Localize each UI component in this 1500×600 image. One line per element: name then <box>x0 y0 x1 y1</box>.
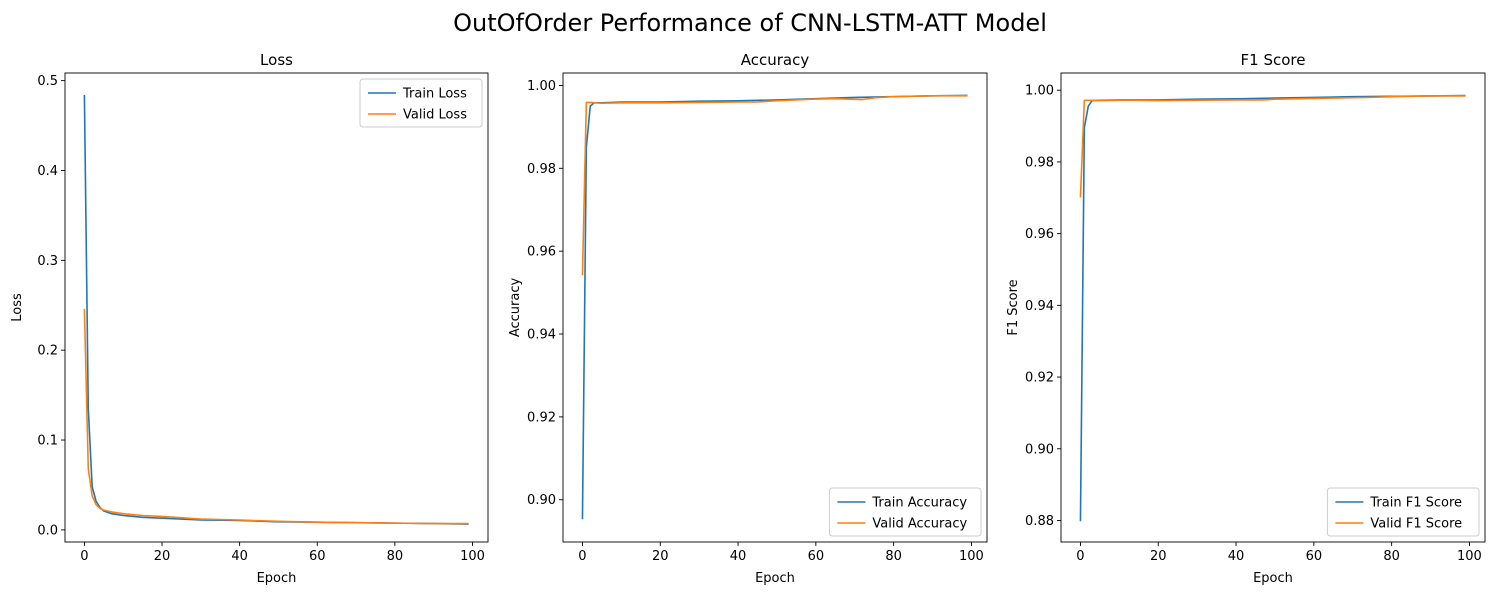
series-line-valid <box>83 308 469 525</box>
x-tick-label: 80 <box>1383 549 1400 564</box>
x-tick-label: 0 <box>1076 549 1084 564</box>
legend: Train Loss Valid Loss <box>359 78 483 128</box>
x-tick-label: 40 <box>231 549 248 564</box>
legend-box <box>828 487 982 537</box>
y-tick-label: 0.96 <box>1025 227 1054 242</box>
series-line-valid <box>581 94 968 276</box>
y-tick-label: 0.92 <box>527 410 556 425</box>
series-group <box>1079 94 1466 522</box>
x-tick-label: 40 <box>730 549 747 564</box>
y-tick-label: 0.2 <box>37 344 58 359</box>
y-tick-label: 0.0 <box>37 523 58 538</box>
series-group <box>581 94 968 520</box>
x-axis-label: Epoch <box>257 571 297 586</box>
x-tick-label: 0 <box>80 549 88 564</box>
y-tick-label: 0.98 <box>1025 155 1054 170</box>
x-tick-label: 20 <box>1150 549 1167 564</box>
legend-label-valid: Valid Accuracy <box>872 517 967 532</box>
legend-label-train: Train Loss <box>402 87 467 102</box>
chart-title: Accuracy <box>741 51 810 69</box>
y-tick-label: 0.3 <box>37 254 58 269</box>
charts-container: Loss 0 20 40 60 80 100 0.0 0.1 0.2 0.3 0.4 0.5 Epoch L… <box>10 51 1486 586</box>
y-tick-label: 0.88 <box>1025 514 1054 529</box>
x-tick-label: 80 <box>885 549 902 564</box>
x-tick-label: 60 <box>808 549 825 564</box>
y-axis-label: Accuracy <box>508 278 523 338</box>
y-tick-label: 1.00 <box>527 79 556 94</box>
y-tick-label: 0.98 <box>527 162 556 177</box>
y-tick-label: 0.90 <box>527 493 556 508</box>
legend: Train Accuracy Valid Accuracy <box>828 487 982 537</box>
x-tick-label: 100 <box>460 549 485 564</box>
chart-title: F1 Score <box>1241 51 1306 69</box>
series-line-train <box>83 95 469 525</box>
x-tick-label: 40 <box>1228 549 1245 564</box>
axes-frame <box>1060 72 1486 543</box>
series-line-train <box>1079 94 1466 522</box>
chart-panel-1: Loss 0 20 40 60 80 100 0.0 0.1 0.2 0.3 0.4 0.5 Epoch L… <box>10 51 489 586</box>
y-tick-label: 0.94 <box>1025 299 1054 314</box>
chart-panel-2: Accuracy 0 20 40 60 80 100 0.90 0.92 0.94 0.96 0.98… <box>508 51 988 586</box>
y-tick-label: 0.5 <box>37 74 58 89</box>
y-axis-label: Loss <box>10 293 25 322</box>
series-line-train <box>581 94 968 520</box>
chart-title: Loss <box>260 51 293 69</box>
legend-label-train: Train F1 Score <box>1369 496 1462 511</box>
legend-label-valid: Valid F1 Score <box>1370 517 1462 532</box>
x-axis-label: Epoch <box>1253 571 1293 586</box>
x-tick-label: 0 <box>578 549 586 564</box>
legend: Train F1 Score Valid F1 Score <box>1326 487 1480 537</box>
y-tick-label: 0.94 <box>527 328 556 343</box>
x-axis-label: Epoch <box>755 571 795 586</box>
x-tick-label: 20 <box>154 549 171 564</box>
y-tick-label: 0.92 <box>1025 371 1054 386</box>
legend-label-valid: Valid Loss <box>403 108 467 123</box>
y-axis-label: F1 Score <box>1006 279 1021 335</box>
series-group <box>83 95 469 525</box>
x-tick-label: 80 <box>387 549 404 564</box>
y-tick-label: 0.96 <box>527 245 556 260</box>
legend-label-train: Train Accuracy <box>871 496 967 511</box>
chart-panel-3: F1 Score 0 20 40 60 80 100 0.88 0.90 0.92 0.94 0.96… <box>1006 51 1486 586</box>
y-tick-label: 0.90 <box>1025 442 1054 457</box>
x-tick-label: 20 <box>652 549 669 564</box>
x-tick-label: 100 <box>1457 549 1482 564</box>
axes-frame <box>562 72 988 543</box>
axes-frame <box>64 72 489 543</box>
series-line-valid <box>1079 95 1466 198</box>
x-tick-label: 100 <box>959 549 984 564</box>
x-tick-label: 60 <box>309 549 326 564</box>
figure-title: OutOfOrder Performance of CNN-LSTM-ATT M… <box>453 9 1047 37</box>
y-tick-label: 0.1 <box>37 434 58 449</box>
legend-box <box>359 78 483 128</box>
x-tick-label: 60 <box>1306 549 1323 564</box>
y-tick-label: 1.00 <box>1025 84 1054 99</box>
y-tick-label: 0.4 <box>37 164 58 179</box>
legend-box <box>1326 487 1480 537</box>
